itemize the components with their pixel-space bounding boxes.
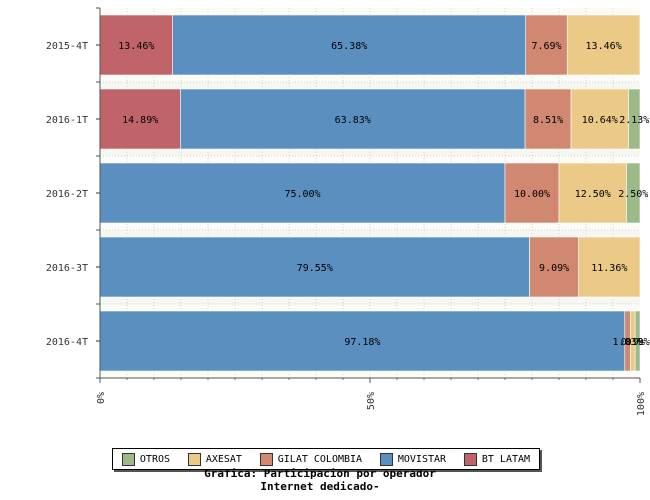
- data-label: 79.55%: [297, 263, 333, 274]
- bar-segment: [529, 236, 579, 298]
- y-tick-label: 2015-4T: [46, 41, 88, 52]
- chart-legend: OTROS AXESAT GILAT COLOMBIA MOVISTAR BT LATA…: [112, 448, 540, 470]
- legend-swatch: [121, 452, 135, 466]
- data-label: 8.51%: [533, 115, 563, 126]
- legend-item: BT LATAM: [463, 452, 531, 466]
- bar-segment: [628, 88, 641, 150]
- chart-caption: Grafica: Participacion por operador Inte…: [120, 467, 520, 493]
- data-label: 13.46%: [586, 41, 622, 52]
- legend-swatch: [379, 452, 393, 466]
- legend-label: GILAT COLOMBIA: [277, 453, 363, 465]
- data-label: 10.00%: [514, 189, 550, 200]
- data-label: 97.18%: [344, 337, 380, 348]
- data-label: 12.50%: [575, 189, 611, 200]
- axes: 2015-4T 2016-1T 2016-2T 2016-3T 2016-4T 0% 50%…: [46, 7, 647, 416]
- chart-title: Grafica: Participacion por operador: [204, 467, 436, 480]
- bars: [99, 14, 641, 372]
- legend-swatch: [463, 452, 477, 466]
- data-label: 75.00%: [284, 189, 320, 200]
- bar-segment: [172, 14, 527, 76]
- bar-segment: [99, 310, 626, 372]
- y-tick-label: 2016-3T: [46, 263, 88, 274]
- bar-segment: [626, 162, 641, 224]
- bar-segment: [566, 14, 641, 76]
- y-tick-label: 2016-1T: [46, 115, 88, 126]
- data-label: 2.50%: [618, 189, 648, 200]
- bar-segment: [570, 88, 629, 150]
- x-tick-label: 100%: [636, 392, 647, 416]
- data-label: 1.03%: [612, 337, 642, 348]
- bar-segment: [525, 14, 568, 76]
- data-label: 14.89%: [122, 115, 158, 126]
- data-label: 13.46%: [118, 41, 154, 52]
- data-label: 2.13%: [619, 115, 649, 126]
- data-label: 11.36%: [591, 263, 627, 274]
- data-label: 0.9%: [626, 337, 650, 348]
- bar-segment: [634, 310, 641, 372]
- legend-label: MOVISTAR: [397, 453, 447, 465]
- chart-subtitle: Internet dedicado-: [260, 480, 380, 493]
- bar-segment: [99, 14, 173, 76]
- bar-segment: [99, 88, 181, 150]
- data-label: 0.9%: [621, 337, 645, 348]
- x-tick-label: 50%: [366, 392, 377, 410]
- data-label: 63.83%: [335, 115, 371, 126]
- legend-item: AXESAT: [187, 452, 242, 466]
- data-label: 9.09%: [539, 263, 569, 274]
- legend-swatch: [259, 452, 273, 466]
- bar-segment: [524, 88, 572, 150]
- bar-segment: [504, 162, 560, 224]
- y-tick-label: 2016-2T: [46, 189, 88, 200]
- data-label: 7.69%: [531, 41, 561, 52]
- data-label: 10.64%: [582, 115, 618, 126]
- bar-segment: [180, 88, 526, 150]
- bar-segment: [99, 162, 506, 224]
- y-tick-label: 2016-4T: [46, 337, 88, 348]
- legend-item: GILAT COLOMBIA: [259, 452, 363, 466]
- bar-segment: [578, 236, 641, 298]
- legend-swatch: [187, 452, 201, 466]
- bar-segment: [558, 162, 627, 224]
- x-tick-label: 0%: [96, 392, 107, 404]
- legend-item: MOVISTAR: [379, 452, 447, 466]
- legend-label: AXESAT: [205, 453, 242, 465]
- legend-label: OTROS: [139, 453, 171, 465]
- data-labels: 13.46% 65.38% 7.69% 13.46% 14.89% 63.83% 8.51%…: [118, 41, 649, 348]
- legend-item: OTROS: [121, 452, 171, 466]
- legend-label: BT LATAM: [481, 453, 531, 465]
- data-label: 65.38%: [331, 41, 367, 52]
